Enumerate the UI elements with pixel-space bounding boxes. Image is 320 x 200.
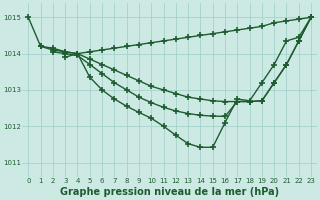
X-axis label: Graphe pression niveau de la mer (hPa): Graphe pression niveau de la mer (hPa): [60, 187, 279, 197]
